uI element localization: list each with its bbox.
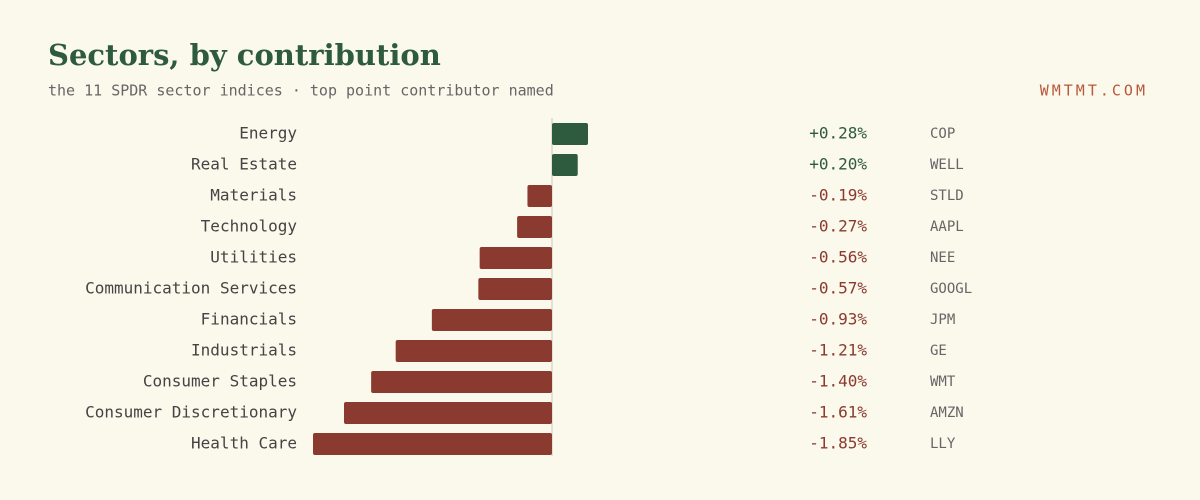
value-label: +0.20% xyxy=(809,155,867,174)
bar xyxy=(517,216,552,238)
ticker-label: AAPL xyxy=(930,219,964,235)
value-label: -0.19% xyxy=(809,186,867,205)
bar xyxy=(527,185,552,207)
bar xyxy=(344,402,552,424)
ticker-label: COP xyxy=(930,126,955,142)
value-label: -0.27% xyxy=(809,217,867,236)
category-label: Technology xyxy=(201,217,298,236)
ticker-label: LLY xyxy=(930,436,956,452)
category-label: Communication Services xyxy=(85,279,297,298)
ticker-label: WELL xyxy=(930,157,964,173)
source: WMTMT.COM xyxy=(1040,82,1148,100)
value-label: -0.57% xyxy=(809,279,867,298)
ticker-label: GE xyxy=(930,343,947,359)
ticker-label: WMT xyxy=(930,374,956,390)
category-label: Health Care xyxy=(191,434,297,453)
bar xyxy=(479,247,552,269)
category-label: Industrials xyxy=(191,341,297,360)
category-label: Real Estate xyxy=(191,155,297,174)
bar xyxy=(478,278,552,300)
value-label: -0.93% xyxy=(809,310,867,329)
bar xyxy=(313,433,552,455)
bar xyxy=(552,123,588,145)
bar xyxy=(552,154,578,176)
ticker-label: JPM xyxy=(930,312,955,328)
ticker-label: STLD xyxy=(930,188,964,204)
category-label: Consumer Staples xyxy=(143,372,297,391)
chart-subtitle: the 11 SPDR sector indices · top point c… xyxy=(48,82,554,100)
category-label: Materials xyxy=(210,186,297,205)
chart-title: Sectors, by contribution xyxy=(48,38,441,72)
bar xyxy=(395,340,552,362)
value-label: +0.28% xyxy=(809,124,867,143)
category-label: Energy xyxy=(239,124,297,143)
ticker-label: AMZN xyxy=(930,405,964,421)
value-label: -1.21% xyxy=(809,341,867,360)
ticker-label: NEE xyxy=(930,250,955,266)
bar xyxy=(371,371,552,393)
value-label: -0.56% xyxy=(809,248,867,267)
category-label: Financials xyxy=(201,310,297,329)
ticker-label: GOOGL xyxy=(930,281,972,297)
value-label: -1.61% xyxy=(809,403,867,422)
value-label: -1.85% xyxy=(809,434,867,453)
bar xyxy=(431,309,552,331)
value-label: -1.40% xyxy=(809,372,867,391)
category-label: Utilities xyxy=(210,248,297,267)
category-label: Consumer Discretionary xyxy=(85,403,297,422)
